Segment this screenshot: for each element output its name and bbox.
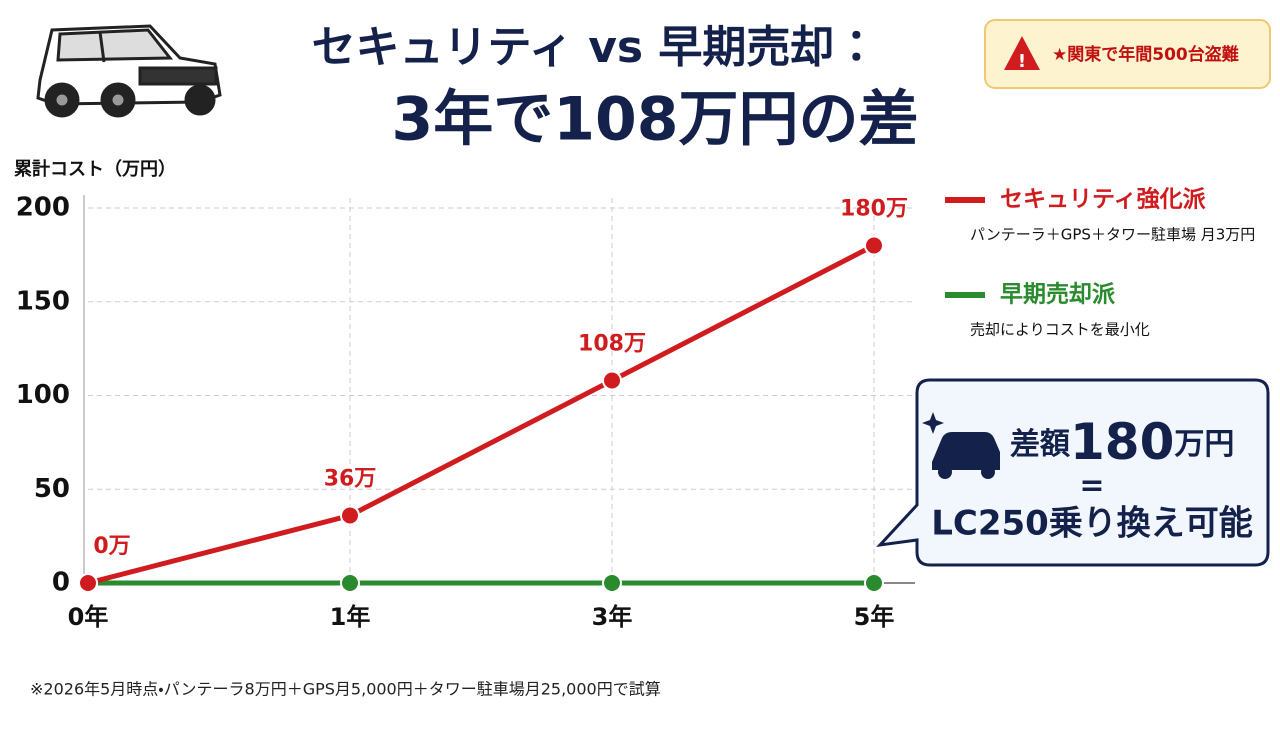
data-label: 0万 xyxy=(93,534,130,559)
data-point xyxy=(602,573,622,593)
callout-label: 差額 xyxy=(1010,427,1071,462)
chart-subtitle: 3年で108万円の差 xyxy=(392,85,919,155)
x-tick-label: 5年 xyxy=(854,603,895,631)
callout-amount: 180 xyxy=(1070,413,1174,471)
callout-result: LC250乗り換え可能 xyxy=(931,504,1253,544)
legend-label: 早期売却派 xyxy=(1000,282,1115,308)
y-tick-label: 200 xyxy=(16,193,70,223)
x-tick-label: 0年 xyxy=(68,603,109,631)
data-label: 36万 xyxy=(324,467,377,492)
badge-box xyxy=(984,19,1271,89)
x-tick-label: 1年 xyxy=(330,603,371,631)
legend-description: パンテーラ＋GPS＋タワー駐車場 月3万円 xyxy=(970,226,1255,244)
warning-icon xyxy=(1004,36,1040,70)
callout-equals: = xyxy=(1079,469,1104,504)
data-label: 180万 xyxy=(840,197,908,222)
y-tick-label: 0 xyxy=(52,568,70,598)
data-point xyxy=(602,370,622,391)
y-tick-label: 100 xyxy=(16,380,70,410)
legend-description: 売却によりコストを最小化 xyxy=(970,321,1150,339)
series-line xyxy=(87,243,876,586)
chart-title: セキュリティ vs 早期売却： xyxy=(312,22,879,73)
y-tick-label: 50 xyxy=(34,474,70,504)
legend-label: セキュリティ強化派 xyxy=(1000,186,1206,213)
y-axis-label: 累計コスト（万円） xyxy=(14,158,176,180)
callout-amount-line: 差額180万円 xyxy=(1010,413,1234,471)
data-label: 108万 xyxy=(578,332,646,357)
y-tick-label: 150 xyxy=(16,286,70,316)
badge-text: ★関東で年間500台盗難 xyxy=(1052,44,1239,65)
callout-unit: 万円 xyxy=(1174,427,1234,462)
car-icon xyxy=(922,412,1000,479)
data-point xyxy=(78,573,98,593)
data-point xyxy=(340,573,360,593)
data-point xyxy=(864,235,884,256)
callout-box xyxy=(876,378,1270,567)
data-point xyxy=(864,573,884,593)
footnote: ※2026年5月時点・パンテーラ8万円＋GPS月5,000円＋タワー駐車場月25… xyxy=(30,680,661,699)
x-tick-label: 3年 xyxy=(592,603,633,631)
warning-mark: ! xyxy=(1018,51,1026,72)
suv-icon xyxy=(36,24,222,118)
data-point xyxy=(340,505,360,526)
